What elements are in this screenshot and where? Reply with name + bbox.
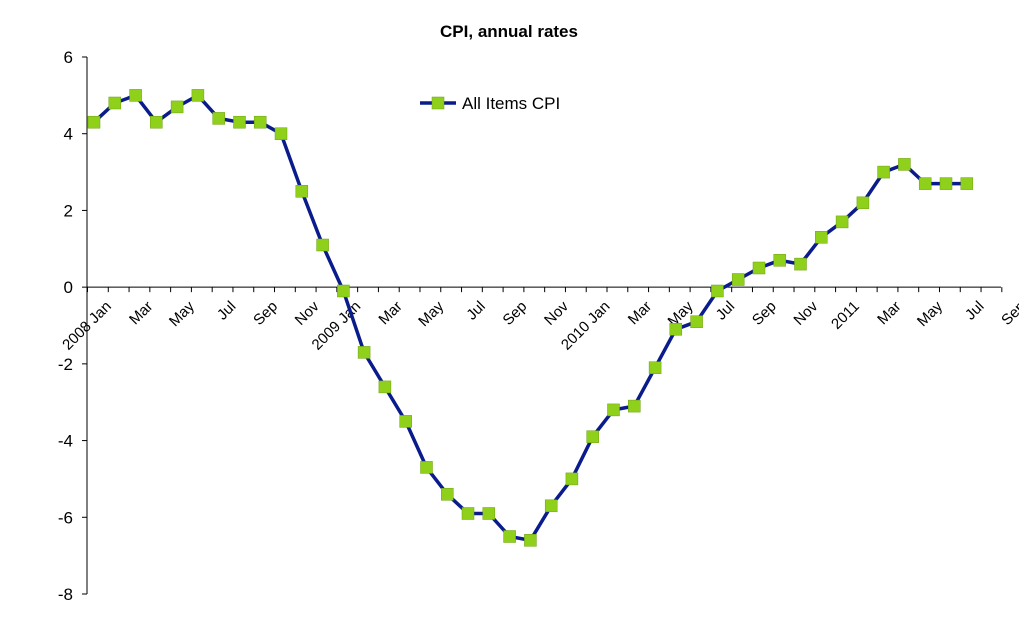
x-tick-label: Mar bbox=[375, 298, 405, 328]
data-point-marker bbox=[690, 315, 703, 328]
axes bbox=[86, 57, 1001, 594]
x-tick-label: Mar bbox=[126, 298, 156, 328]
data-point-marker bbox=[856, 196, 870, 210]
x-tick-label: Jul bbox=[962, 298, 988, 324]
x-tick-label: Nov bbox=[790, 298, 821, 329]
data-point-marker bbox=[939, 177, 953, 190]
data-point-marker bbox=[482, 507, 496, 520]
x-tick-label: Mar bbox=[874, 298, 904, 328]
y-tick-label: 6 bbox=[64, 48, 73, 67]
data-point-marker bbox=[233, 115, 246, 129]
series-layer bbox=[87, 89, 974, 547]
data-point-marker bbox=[773, 254, 786, 267]
data-point-marker bbox=[170, 100, 184, 114]
data-point-marker bbox=[669, 323, 683, 336]
data-point-marker bbox=[295, 185, 309, 198]
data-point-marker bbox=[357, 346, 371, 359]
data-point-marker bbox=[794, 257, 807, 271]
x-tick-label: Sep bbox=[250, 298, 281, 329]
x-tick-label: Sep bbox=[998, 298, 1019, 329]
x-tick-label: 2011 bbox=[828, 298, 863, 333]
x-tick-label: Nov bbox=[292, 298, 323, 329]
data-point-marker bbox=[565, 472, 579, 486]
data-point-marker bbox=[274, 127, 288, 140]
y-tick-label: -8 bbox=[58, 585, 73, 604]
y-tick-label: -4 bbox=[58, 432, 73, 451]
data-point-marker bbox=[648, 361, 662, 374]
data-point-marker bbox=[752, 261, 766, 275]
data-point-marker bbox=[628, 399, 641, 413]
data-point-marker bbox=[399, 415, 412, 428]
x-tick-label: Nov bbox=[541, 298, 572, 329]
x-tick-label: Mar bbox=[625, 298, 655, 328]
data-point-marker bbox=[150, 115, 163, 129]
legend: All Items CPI bbox=[420, 94, 560, 113]
x-tick-label: Jul bbox=[713, 298, 739, 324]
x-tick-label: May bbox=[166, 298, 198, 330]
y-tick-label: -6 bbox=[58, 508, 73, 527]
legend-marker-swatch bbox=[431, 96, 445, 110]
data-point-marker bbox=[544, 499, 558, 513]
y-tick-label: 4 bbox=[64, 125, 73, 144]
x-tick-label: Jul bbox=[463, 298, 489, 324]
data-point-marker bbox=[731, 273, 745, 286]
data-point-marker bbox=[129, 89, 142, 102]
data-point-marker bbox=[607, 403, 620, 417]
data-point-marker bbox=[503, 530, 516, 543]
data-point-marker bbox=[441, 488, 454, 501]
data-point-marker bbox=[877, 165, 890, 179]
data-point-marker bbox=[87, 115, 101, 129]
legend-label: All Items CPI bbox=[462, 94, 560, 113]
data-point-marker bbox=[898, 158, 911, 171]
data-point-marker bbox=[815, 231, 828, 244]
data-point-marker bbox=[316, 238, 329, 252]
data-point-marker bbox=[835, 215, 849, 229]
y-tick-label: -2 bbox=[58, 355, 73, 374]
data-point-marker bbox=[212, 112, 225, 125]
x-tick-label: Sep bbox=[749, 298, 780, 329]
data-point-marker bbox=[378, 380, 392, 394]
y-axis-ticks: 6 4 2 0 -2 -4 -6 -8 bbox=[58, 48, 87, 604]
x-tick-label: May bbox=[914, 298, 946, 330]
data-point-marker bbox=[253, 115, 267, 129]
data-point-marker bbox=[960, 177, 974, 190]
data-point-marker bbox=[711, 284, 724, 298]
x-tick-label: Sep bbox=[500, 298, 531, 329]
data-point-marker bbox=[918, 177, 932, 190]
data-point-marker bbox=[108, 96, 122, 110]
x-tick-label: May bbox=[415, 298, 447, 330]
data-point-marker bbox=[586, 430, 599, 443]
data-point-marker bbox=[420, 461, 433, 474]
y-tick-label: 2 bbox=[64, 201, 73, 220]
y-tick-label: 0 bbox=[64, 278, 73, 297]
data-point-marker bbox=[524, 534, 537, 547]
data-point-marker bbox=[337, 284, 350, 298]
x-tick-label: Jul bbox=[214, 298, 240, 324]
data-point-marker bbox=[461, 507, 475, 520]
chart-title: CPI, annual rates bbox=[440, 22, 578, 41]
data-point-marker bbox=[191, 89, 205, 102]
